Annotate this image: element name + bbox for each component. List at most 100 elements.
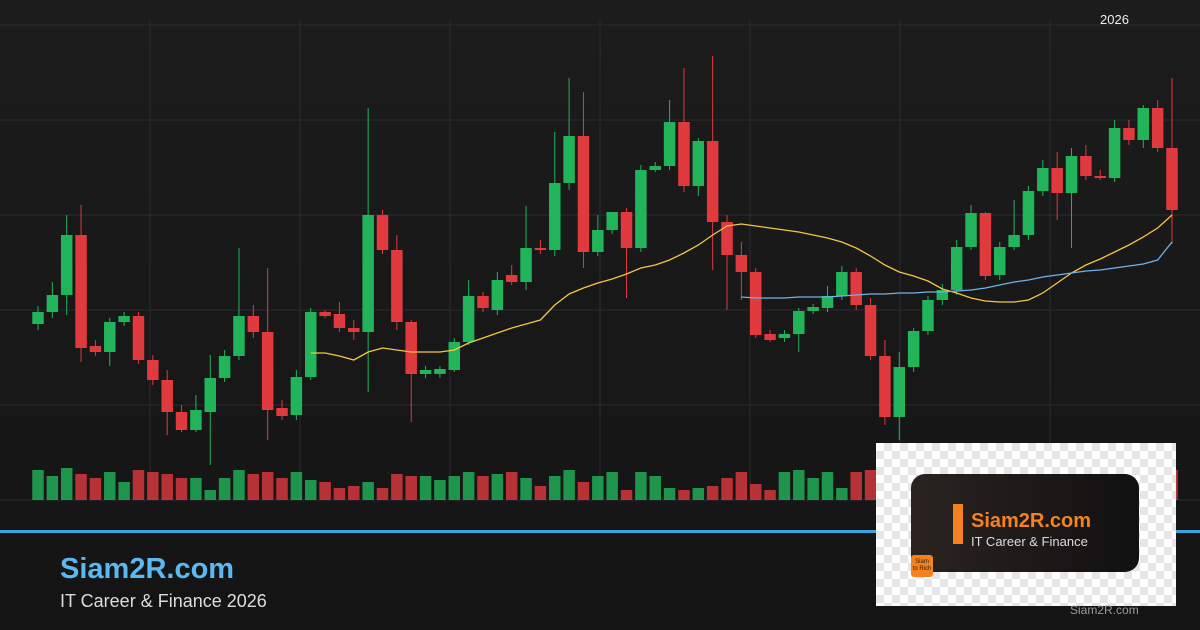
candle-body [879, 356, 891, 417]
candle-body [1108, 128, 1121, 178]
candle-body [505, 275, 518, 282]
volume-bar [89, 478, 102, 500]
volume-bar [247, 474, 260, 500]
logo-bar [953, 504, 963, 544]
candle-body [577, 136, 590, 252]
candle-body [1080, 156, 1092, 176]
candle-body [1137, 108, 1150, 140]
volume-bar [764, 490, 776, 500]
moving-average [741, 241, 1173, 299]
candle-body [893, 367, 906, 417]
volume-bar [261, 472, 274, 500]
volume-bar [32, 470, 44, 500]
brand-title: Siam2R.com [60, 553, 234, 585]
grid [0, 20, 1200, 501]
candle-body [692, 141, 705, 186]
volume-bar [778, 472, 791, 500]
candle-body [147, 360, 159, 380]
volume-bar [649, 476, 661, 500]
volume-bar [821, 472, 834, 500]
volume-bar [850, 472, 862, 500]
volume-bar [577, 482, 590, 500]
volume-bar [592, 476, 604, 500]
candle-body [1037, 168, 1049, 191]
candle-body [46, 295, 59, 312]
brand-subtitle: IT Career & Finance 2026 [60, 591, 267, 611]
volume-bar [678, 490, 690, 500]
candle-body [1094, 176, 1106, 178]
volume-bar [692, 488, 705, 500]
candle-body [778, 334, 791, 338]
volume-bar [190, 478, 202, 500]
candle-body [175, 412, 188, 430]
candle-body [405, 322, 417, 374]
volume-bar [46, 476, 59, 500]
volume-bar [606, 472, 618, 500]
volume-bar [505, 472, 518, 500]
volume-bar [491, 474, 504, 500]
volume-bar [161, 474, 173, 500]
volume-bar [549, 476, 561, 500]
year: 2026 [1100, 12, 1129, 27]
candle-body [520, 248, 532, 282]
candle-body [462, 296, 475, 342]
candle-body [104, 322, 116, 352]
candle-body [1166, 148, 1178, 210]
candle-body [304, 312, 317, 377]
candle-body [1065, 156, 1078, 193]
volume-bar [319, 482, 331, 500]
candle-body [936, 290, 949, 300]
candle-body [965, 213, 977, 247]
logo-card: Siam2R.com IT Career & Finance Siam to Ri… [876, 443, 1176, 606]
candle-body [922, 300, 934, 331]
candle-body [706, 141, 719, 222]
volume-bar [276, 478, 288, 500]
logo-subtitle: IT Career & Finance [971, 534, 1088, 549]
candle-body [1051, 168, 1063, 193]
volume-bar [477, 476, 489, 500]
candle-body [491, 280, 504, 310]
candle-body [1008, 235, 1020, 247]
candle-body [132, 316, 145, 360]
candle-body [907, 331, 920, 367]
volume-bar [735, 472, 748, 500]
candle-body [434, 369, 446, 374]
volume-bar [218, 478, 231, 500]
candle-body [850, 272, 862, 305]
volume-bar [448, 476, 461, 500]
candle-body [477, 296, 489, 308]
candle-body [606, 212, 618, 230]
volume-bar [520, 478, 532, 500]
candle-body [821, 296, 834, 308]
candle-body [161, 380, 173, 412]
volume-bar [434, 480, 446, 500]
candle-body [348, 328, 360, 332]
candle-body [807, 307, 819, 311]
candle-body [448, 342, 461, 370]
footer: Siam2R.com [1070, 603, 1139, 617]
icon-line: to Rich [912, 566, 932, 572]
candle-body [362, 215, 374, 332]
candle-body [261, 332, 274, 410]
volume-bar [391, 474, 403, 500]
logo-panel: Siam2R.com IT Career & Finance [911, 474, 1139, 572]
volume-bar [118, 482, 130, 500]
candle-body [276, 408, 288, 416]
candle-body [864, 305, 877, 356]
candle-body [635, 170, 647, 248]
moving-average [310, 214, 1173, 361]
volume-bar [362, 482, 374, 500]
volume-bar [864, 470, 877, 500]
volume-bar [290, 472, 303, 500]
volume-bar [721, 478, 733, 500]
volume-bar [333, 488, 346, 500]
candle-body [749, 272, 762, 335]
volume-bar [233, 470, 245, 500]
candle-body [793, 311, 805, 334]
candle-body [60, 235, 73, 295]
candle-body [247, 316, 260, 332]
icon-line: Siam [915, 559, 929, 565]
candle-body [620, 212, 633, 248]
volume-bar [706, 486, 719, 500]
volume-bar [75, 474, 87, 500]
